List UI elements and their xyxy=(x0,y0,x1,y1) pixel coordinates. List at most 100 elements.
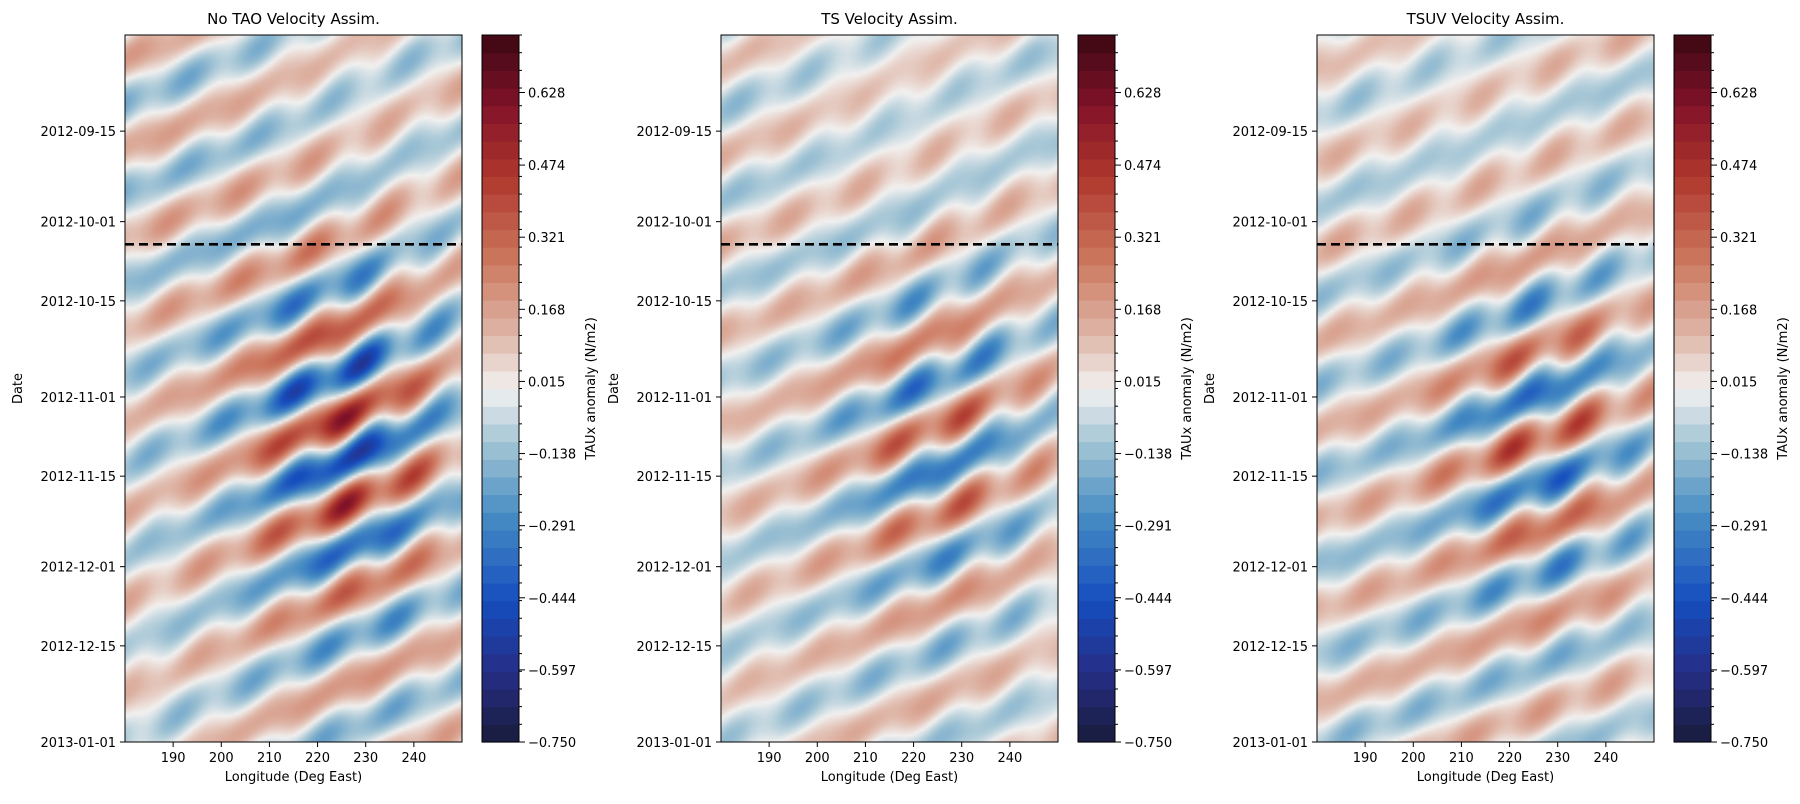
colorbar-level xyxy=(482,300,519,319)
colorbar-level xyxy=(1078,282,1115,301)
colorbar-level xyxy=(1674,635,1711,655)
colorbar-tick-label: −0.597 xyxy=(1720,664,1768,679)
colorbar-level xyxy=(1674,35,1711,54)
colorbar-level xyxy=(1674,123,1711,142)
colorbar-level xyxy=(1078,88,1115,107)
colorbar-level xyxy=(1674,300,1711,319)
colorbar-level xyxy=(1674,406,1711,425)
colorbar-level xyxy=(482,618,519,637)
y-tick-label: 2012-12-15 xyxy=(1232,640,1308,655)
colorbar-tick-label: 0.321 xyxy=(528,231,565,246)
colorbar-level xyxy=(482,282,519,301)
colorbar-level xyxy=(1674,582,1711,602)
colorbar-tick-label: −0.291 xyxy=(528,520,576,535)
colorbar-tick-label: 0.015 xyxy=(528,375,565,390)
x-tick-label: 210 xyxy=(853,751,878,766)
y-tick-label: 2012-12-01 xyxy=(40,561,116,576)
y-tick-label: 2012-11-15 xyxy=(636,470,712,485)
y-tick-label: 2012-11-15 xyxy=(1232,470,1308,485)
plot-frame xyxy=(124,34,463,743)
colorbar-level xyxy=(1078,671,1115,690)
colorbar-tick-label: 0.321 xyxy=(1124,231,1161,246)
colorbar-level xyxy=(1674,618,1711,637)
colorbar-tick-label: 0.168 xyxy=(1124,303,1161,318)
colorbar-level xyxy=(482,706,519,725)
colorbar-level xyxy=(482,671,519,690)
colorbar-level xyxy=(482,35,519,54)
y-tick-label: 2012-09-15 xyxy=(1232,125,1308,140)
x-axis-label: Longitude (Deg East) xyxy=(821,770,958,785)
x-tick-label: 200 xyxy=(209,751,234,766)
heatmap-field xyxy=(125,35,462,742)
colorbar-level xyxy=(1078,194,1115,213)
colorbar-level xyxy=(1674,441,1711,460)
colorbar-level xyxy=(1078,724,1115,743)
colorbar-level xyxy=(482,353,519,372)
x-tick-label: 240 xyxy=(401,751,426,766)
y-tick-label: 2012-09-15 xyxy=(40,125,116,140)
x-tick-label: 240 xyxy=(1593,751,1618,766)
y-axis-label: Date xyxy=(1203,373,1218,404)
colorbar-level xyxy=(482,476,519,496)
colorbar-level xyxy=(1078,300,1115,319)
colorbar-level xyxy=(482,459,519,478)
y-tick-label: 2012-10-01 xyxy=(40,216,116,231)
y-tick-label: 2012-11-01 xyxy=(1232,391,1308,406)
colorbar-tick-label: 0.474 xyxy=(1124,159,1161,174)
colorbar-level xyxy=(482,582,519,602)
colorbar-level xyxy=(1674,706,1711,725)
y-tick-label: 2012-09-15 xyxy=(636,125,712,140)
colorbar-level xyxy=(482,70,519,89)
colorbar-level xyxy=(1674,547,1711,566)
colorbar-level xyxy=(1078,370,1115,390)
colorbar-level xyxy=(482,335,519,354)
colorbar-level xyxy=(482,158,519,177)
colorbar-level xyxy=(482,529,519,549)
colorbar-label: TAUx anomaly (N/m2) xyxy=(584,317,599,461)
colorbar-tick-label: 0.628 xyxy=(1124,87,1161,102)
colorbar-level xyxy=(1078,706,1115,725)
colorbar-tick-label: −0.750 xyxy=(1720,736,1768,751)
colorbar-level xyxy=(1674,70,1711,89)
colorbar-tick-label: 0.628 xyxy=(528,87,565,102)
x-tick-label: 230 xyxy=(949,751,974,766)
colorbar-level xyxy=(1674,317,1711,337)
colorbar-level xyxy=(1078,141,1115,160)
colorbar-tick-label: −0.138 xyxy=(528,448,576,463)
colorbar-level xyxy=(1078,123,1115,142)
colorbar-level xyxy=(1078,105,1115,124)
colorbar-tick-label: −0.291 xyxy=(1124,520,1172,535)
heatmap-field xyxy=(1317,35,1654,742)
y-axis-label: Date xyxy=(11,373,26,404)
colorbar-level xyxy=(1078,70,1115,89)
colorbar-level xyxy=(1078,229,1115,248)
colorbar-level xyxy=(1674,529,1711,549)
colorbar-tick-label: −0.750 xyxy=(528,736,576,751)
x-tick-label: 240 xyxy=(997,751,1022,766)
colorbar-level xyxy=(482,123,519,142)
colorbar-level xyxy=(1674,335,1711,354)
y-tick-label: 2013-01-01 xyxy=(636,736,712,751)
y-tick-label: 2012-10-15 xyxy=(40,295,116,310)
colorbar-level xyxy=(1078,353,1115,372)
x-tick-label: 200 xyxy=(1401,751,1426,766)
colorbar-level xyxy=(1078,211,1115,231)
colorbar-level xyxy=(1078,565,1115,584)
colorbar-level xyxy=(1078,600,1115,619)
x-tick-label: 190 xyxy=(161,751,186,766)
x-axis-label: Longitude (Deg East) xyxy=(225,770,362,785)
y-tick-label: 2012-10-01 xyxy=(636,216,712,231)
colorbar-level xyxy=(1674,158,1711,177)
x-tick-label: 190 xyxy=(1353,751,1378,766)
colorbar-level xyxy=(1674,423,1711,443)
colorbar-level xyxy=(1674,724,1711,743)
colorbar-level xyxy=(482,317,519,337)
x-tick-label: 190 xyxy=(757,751,782,766)
colorbar-level xyxy=(1674,247,1711,266)
heatmap-field xyxy=(721,35,1058,742)
x-tick-label: 230 xyxy=(1545,751,1570,766)
panel-title: TSUV Velocity Assim. xyxy=(1406,10,1565,28)
colorbar-level xyxy=(1674,176,1711,195)
colorbar-level xyxy=(482,247,519,266)
